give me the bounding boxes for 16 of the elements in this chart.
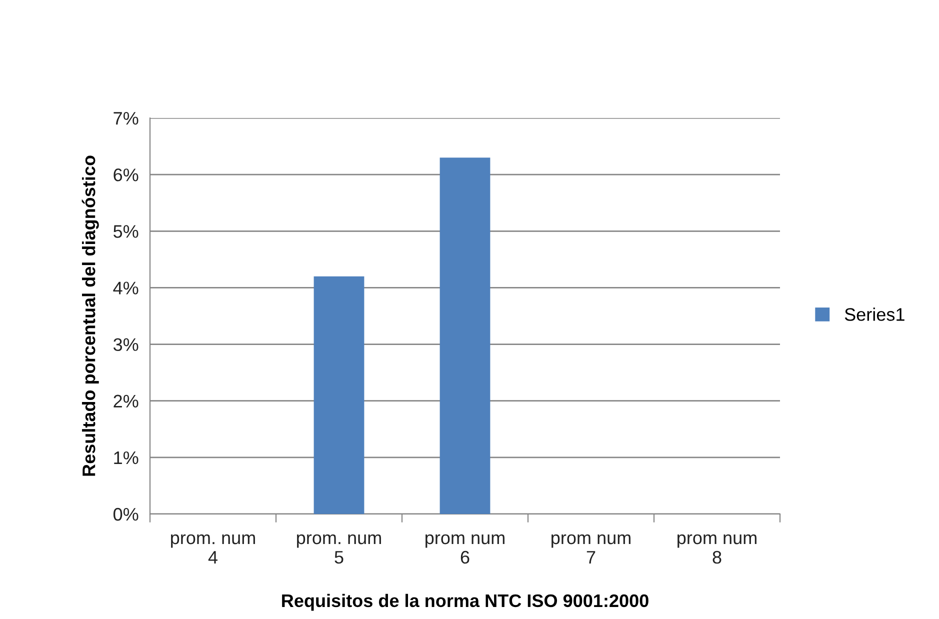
y-tick-label: 3% (113, 338, 138, 352)
x-tick-label: prom. num 4 (171, 534, 255, 564)
x-tick-label: prom. num 5 (297, 534, 381, 564)
y-tick-label: 6% (114, 168, 138, 182)
y-tick-label: 2% (114, 394, 138, 408)
y-tick-label: 1% (114, 451, 138, 464)
legend-label: Series1 (844, 308, 904, 321)
y-tick-label: 7% (114, 112, 138, 125)
y-tick-label: 5% (114, 225, 138, 238)
x-tick-label: prom num 8 (678, 534, 756, 564)
x-tick-label: prom num 6 (426, 534, 504, 564)
y-tick-label: 0% (114, 508, 138, 521)
y-axis-title: Resultado porcentual del diagnóstico (82, 156, 99, 476)
x-tick-label: prom num 7 (552, 534, 630, 564)
x-axis-title: Requisitos de la norma NTC ISO 9001:2000 (282, 594, 648, 611)
y-tick-label: 4% (113, 282, 138, 294)
